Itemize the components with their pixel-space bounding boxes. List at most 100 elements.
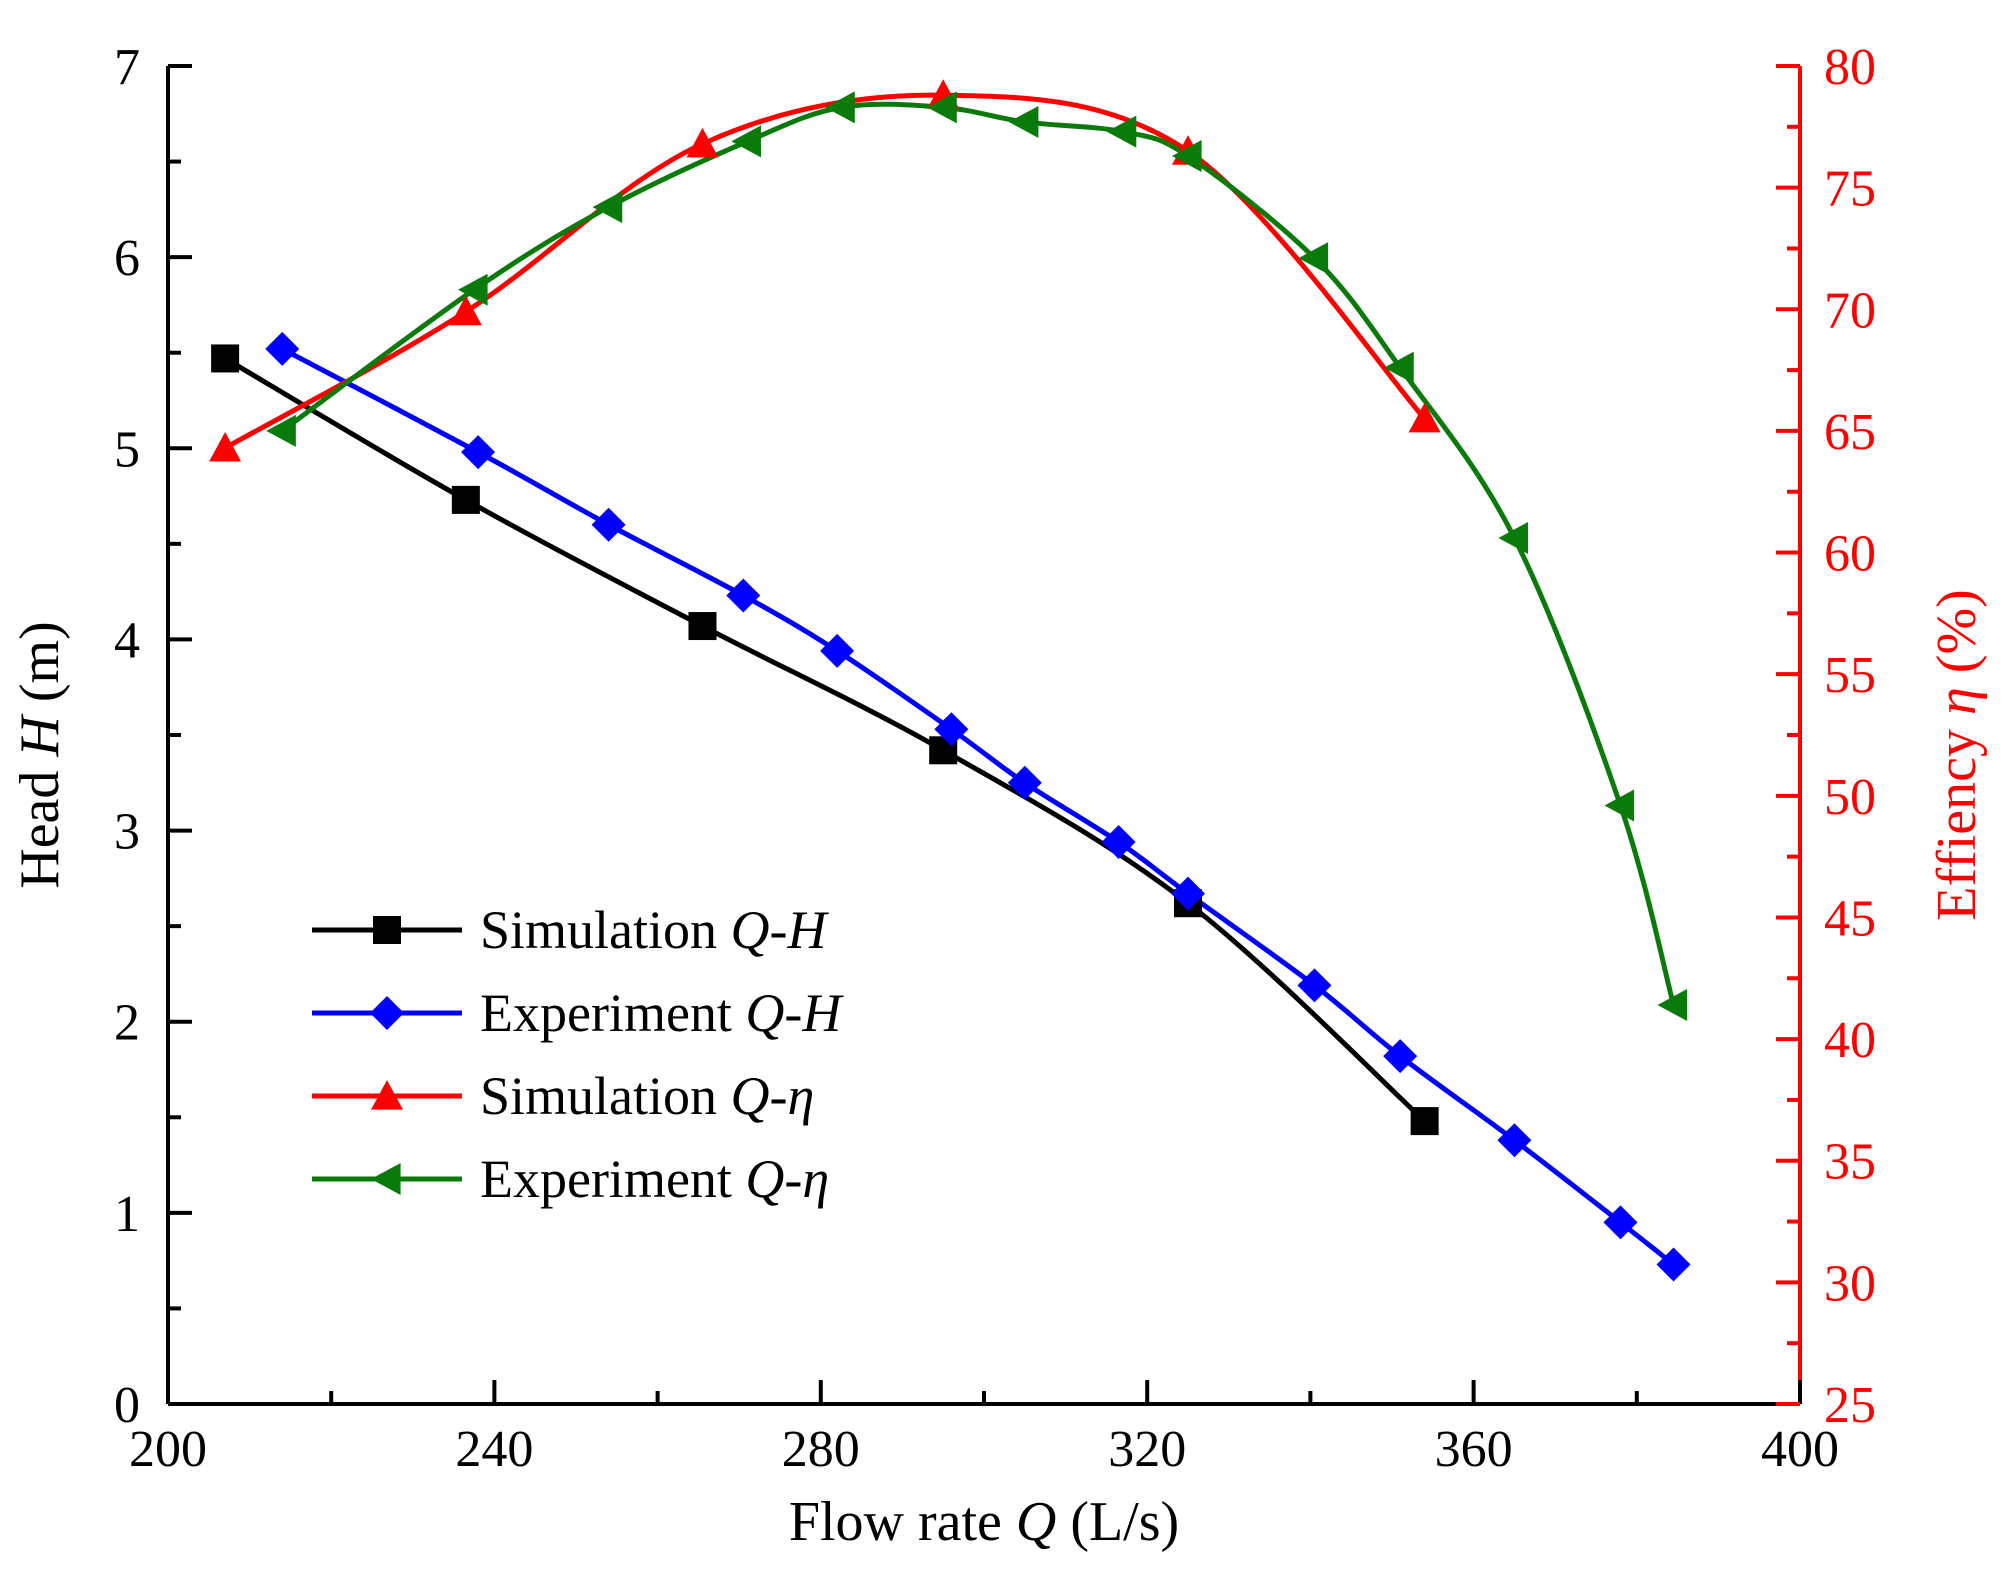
y-left-tick-label: 5 bbox=[114, 421, 140, 478]
y-right-tick-label: 60 bbox=[1824, 526, 1876, 583]
data-point-simulation-q-eta bbox=[686, 127, 719, 158]
data-point-experiment-q-h bbox=[591, 507, 626, 542]
x-tick-label: 320 bbox=[1108, 1421, 1186, 1478]
legend-label-text: Simulation bbox=[480, 900, 731, 960]
data-point-experiment-q-h bbox=[1603, 1205, 1638, 1240]
y-left-axis-title-text: Head bbox=[9, 757, 71, 889]
legend-marker-simulation-q-h bbox=[373, 916, 401, 944]
y-right-tick-label: 45 bbox=[1824, 890, 1876, 947]
legend: Simulation Q-H Experiment Q-H Simulation… bbox=[312, 900, 844, 1209]
data-point-experiment-q-eta bbox=[1498, 521, 1528, 554]
y-left-axis-title-symbol: H bbox=[9, 714, 71, 758]
data-point-experiment-q-h bbox=[1497, 1123, 1532, 1158]
legend-label-symbol: Q-H bbox=[731, 900, 830, 960]
y-left-tick-label: 0 bbox=[114, 1377, 140, 1434]
y-right-tick-label: 50 bbox=[1824, 769, 1876, 826]
data-point-experiment-q-h bbox=[1171, 876, 1205, 911]
data-point-experiment-q-h bbox=[461, 435, 496, 470]
legend-label-symbol: Q-η bbox=[745, 1149, 829, 1209]
data-point-experiment-q-eta bbox=[1172, 140, 1202, 173]
y-right-tick-label: 40 bbox=[1824, 1012, 1876, 1069]
y-right-axis-title-symbol: η bbox=[1926, 687, 1988, 715]
x-axis-title-symbol: Q bbox=[1016, 1491, 1056, 1553]
data-point-experiment-q-h bbox=[265, 331, 300, 366]
legend-label-symbol: Q-η bbox=[731, 1066, 815, 1126]
y-right-tick-label: 70 bbox=[1824, 282, 1876, 339]
legend-label: Simulation Q-H bbox=[480, 900, 829, 960]
data-point-simulation-q-eta bbox=[1408, 402, 1441, 433]
y-right-tick-label: 25 bbox=[1824, 1377, 1876, 1434]
x-axis-title-text: Flow rate bbox=[789, 1491, 1016, 1553]
y-right-tick-label: 75 bbox=[1824, 161, 1876, 218]
data-point-experiment-q-eta bbox=[1106, 115, 1137, 148]
legend-label-text: Experiment bbox=[480, 983, 745, 1043]
data-point-experiment-q-eta bbox=[266, 414, 296, 447]
legend-label-text: Experiment bbox=[480, 1149, 745, 1209]
y-right-axis-title: Effiency η (%) bbox=[1926, 589, 1988, 921]
axis-ticks: 200 240 280 320 360 4000123456725303540455055… bbox=[114, 39, 1876, 1478]
data-point-simulation-q-h bbox=[451, 485, 480, 514]
legend-label: Experiment Q-H bbox=[480, 983, 844, 1043]
legend-item-simulation-q-eta: Simulation Q-η bbox=[480, 1066, 814, 1126]
axes-frame bbox=[166, 66, 1802, 1406]
y-left-tick-label: 3 bbox=[114, 804, 140, 861]
legend-label: Simulation Q-η bbox=[480, 1066, 814, 1126]
data-point-simulation-q-eta bbox=[209, 431, 242, 462]
y-left-tick-label: 6 bbox=[114, 230, 140, 287]
x-tick-label: 360 bbox=[1435, 1421, 1513, 1478]
legend-marker-experiment-q-eta bbox=[371, 1163, 401, 1195]
y-right-tick-label: 30 bbox=[1824, 1255, 1876, 1312]
x-tick-label: 400 bbox=[1761, 1421, 1839, 1478]
x-tick-label: 240 bbox=[455, 1421, 533, 1478]
data-point-experiment-q-h bbox=[1007, 765, 1042, 800]
legend-item-experiment-q-eta: Experiment Q-η bbox=[480, 1149, 829, 1209]
series-line-simulation-q-h bbox=[223, 356, 1427, 1123]
series-lines bbox=[223, 92, 1676, 1267]
data-point-experiment-q-eta bbox=[1604, 789, 1635, 822]
y-right-tick-label: 65 bbox=[1824, 404, 1876, 461]
data-point-experiment-q-eta bbox=[927, 91, 957, 124]
data-point-experiment-q-h bbox=[1101, 825, 1136, 860]
legend-item-experiment-q-h: Experiment Q-H bbox=[480, 983, 844, 1043]
data-point-simulation-q-h bbox=[688, 612, 717, 641]
legend-glyphs bbox=[312, 916, 462, 1195]
legend-marker-simulation-q-eta bbox=[371, 1080, 403, 1110]
data-point-experiment-q-h bbox=[820, 633, 855, 668]
data-point-experiment-q-eta bbox=[592, 191, 623, 224]
data-point-experiment-q-eta bbox=[731, 125, 761, 158]
data-point-experiment-q-eta bbox=[1298, 242, 1329, 275]
y-right-axis-title-text: Effiency bbox=[1926, 715, 1988, 921]
data-point-experiment-q-eta bbox=[1657, 989, 1688, 1022]
data-point-experiment-q-eta bbox=[1384, 351, 1414, 384]
y-left-axis-title: Head H (m) bbox=[9, 621, 71, 888]
data-point-experiment-q-h bbox=[1383, 1039, 1418, 1074]
data-point-experiment-q-eta bbox=[458, 273, 488, 306]
legend-item-simulation-q-h: Simulation Q-H bbox=[480, 900, 829, 960]
legend-label-text: Simulation bbox=[480, 1066, 731, 1126]
y-left-tick-label: 7 bbox=[114, 39, 140, 96]
y-left-axis-title-unit: (m) bbox=[9, 621, 71, 716]
x-axis-title: Flow rate Q (L/s) bbox=[789, 1491, 1179, 1553]
series-line-experiment-q-h bbox=[281, 346, 1676, 1267]
y-left-tick-label: 1 bbox=[114, 1186, 140, 1243]
data-point-simulation-q-h bbox=[211, 344, 240, 373]
series-markers bbox=[209, 79, 1691, 1282]
legend-label-symbol: Q-H bbox=[745, 983, 844, 1043]
y-right-tick-label: 35 bbox=[1824, 1134, 1876, 1191]
data-point-experiment-q-h bbox=[1297, 968, 1332, 1003]
data-point-experiment-q-h bbox=[726, 578, 761, 613]
x-axis-title-unit: (L/s) bbox=[1056, 1491, 1179, 1553]
y-right-axis-title-unit: (%) bbox=[1926, 589, 1988, 687]
data-point-simulation-q-eta bbox=[449, 295, 482, 326]
data-point-experiment-q-h bbox=[934, 712, 969, 747]
data-point-simulation-q-h bbox=[1410, 1107, 1439, 1136]
x-tick-label: 200 bbox=[129, 1421, 207, 1478]
data-point-experiment-q-eta bbox=[825, 91, 855, 124]
data-point-experiment-q-eta bbox=[1008, 105, 1039, 138]
legend-label: Experiment Q-η bbox=[480, 1149, 829, 1209]
x-tick-label: 280 bbox=[782, 1421, 860, 1478]
series-line-experiment-q-eta bbox=[280, 101, 1676, 1006]
y-right-tick-label: 80 bbox=[1824, 39, 1876, 96]
y-left-tick-label: 2 bbox=[114, 995, 140, 1052]
legend-marker-experiment-q-h bbox=[370, 996, 404, 1030]
